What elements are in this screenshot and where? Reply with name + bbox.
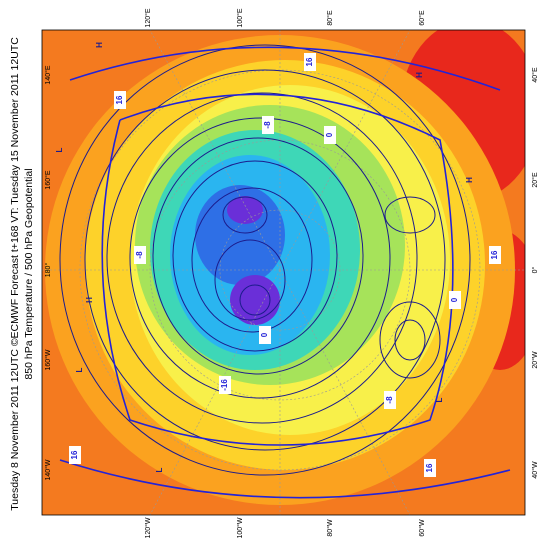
contour-label-box <box>262 116 274 134</box>
pressure-centre-label: L <box>55 147 64 152</box>
contour-label: -8 <box>385 396 394 404</box>
contour-label-box <box>69 446 81 464</box>
left-longitude-label: 160°E <box>44 170 52 189</box>
pressure-centre-label: H <box>95 42 104 48</box>
top-longitude-label: 120°E <box>144 8 152 27</box>
left-longitude-label: 140°E <box>44 65 52 84</box>
pressure-centre-label: H <box>85 297 94 303</box>
left-longitude-label: 140°W <box>44 459 52 480</box>
contour-label-box <box>489 246 501 264</box>
contour-label-box <box>134 246 146 264</box>
contour-label: 0 <box>260 332 269 337</box>
bottom-longitude-label: 80°W <box>326 519 334 537</box>
left-longitude-label: 160°W <box>44 349 52 370</box>
right-longitude-label: 40°E <box>531 67 539 83</box>
contour-label: 16 <box>490 250 499 259</box>
pressure-centre-label: H <box>415 72 424 78</box>
map-frame <box>41 29 526 516</box>
contour-label-box <box>324 126 336 144</box>
right-longitude-label: 20°E <box>531 172 539 188</box>
contour-label: 16 <box>70 450 79 459</box>
contour-label: 16 <box>305 57 314 66</box>
contour-label-box <box>114 91 126 109</box>
map <box>42 30 525 515</box>
contour-label-box <box>384 391 396 409</box>
bottom-longitude-label: 120°W <box>144 517 152 538</box>
top-longitude-label: 80°E <box>326 10 334 26</box>
pressure-centre-label: L <box>155 467 164 472</box>
title-line-1: Tuesday 8 November 2011 12UTC ©ECMWF For… <box>9 37 21 511</box>
contour-label-box <box>219 376 231 394</box>
contour-label-box <box>449 291 461 309</box>
pressure-centre-label: H <box>465 177 474 183</box>
labels: 120°E 100°E 80°E 60°E 120°W 100°W 80°W 60°W 140°… <box>44 8 539 538</box>
contour-label: 0 <box>325 132 334 137</box>
contour-label-box <box>259 326 271 344</box>
contour-label: -16 <box>220 379 229 391</box>
contour-label: -8 <box>135 251 144 259</box>
top-longitude-label: 60°E <box>418 10 426 26</box>
contour-label: -8 <box>263 121 272 129</box>
right-longitude-label: 40°W <box>531 461 539 479</box>
contour-label-box <box>424 459 436 477</box>
bottom-longitude-label: 60°W <box>418 519 426 537</box>
contour-label: 16 <box>425 463 434 472</box>
pressure-centre-label: L <box>435 397 444 402</box>
contour-label-box <box>304 53 316 71</box>
left-longitude-label: 180° <box>44 263 52 278</box>
pressure-centre-label: L <box>75 367 84 372</box>
title-line-2: 850 hPa Temperature / 500 hPa Geopotenti… <box>23 168 35 379</box>
right-longitude-label: 20°W <box>531 351 539 369</box>
bottom-longitude-label: 100°W <box>236 517 244 538</box>
contour-label: 16 <box>115 95 124 104</box>
right-longitude-label: 0° <box>531 266 539 273</box>
contour-label: 0 <box>450 297 459 302</box>
top-longitude-label: 100°E <box>236 8 244 27</box>
